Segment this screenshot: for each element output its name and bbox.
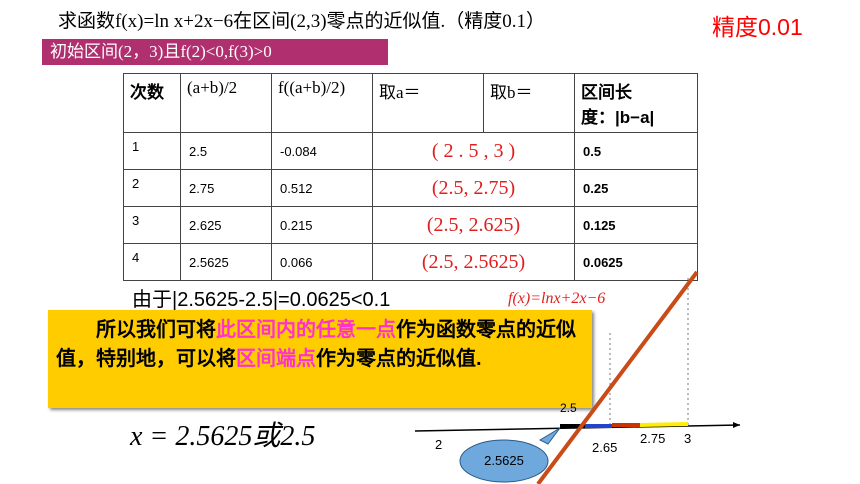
table-cell: 0.125 bbox=[574, 206, 698, 244]
table-cell: 0.215 bbox=[271, 206, 373, 244]
axis-label: 2.5 bbox=[560, 401, 577, 415]
axis-label: 2 bbox=[435, 437, 442, 452]
initial-interval: 初始区间(2，3)且f(2)<0,f(3)>0 bbox=[42, 39, 388, 65]
table-header: 取a＝ bbox=[372, 73, 484, 133]
table-row: 3 2.625 0.215 (2.5, 2.625) 0.125 bbox=[123, 206, 698, 244]
table-header: 次数 bbox=[123, 73, 181, 133]
interval-cell: ( 2 . 5 , 3 ) bbox=[372, 132, 575, 170]
title: 求函数f(x)=ln x+2x−6在区间(2,3)零点的近似值.（精度0.1） bbox=[58, 11, 546, 32]
table-cell: 2.5625 bbox=[180, 243, 272, 281]
bubble-label: 2.5625 bbox=[484, 453, 524, 468]
interval-cell: (2.5, 2.5625) bbox=[372, 243, 575, 281]
axis-label: 2.65 bbox=[592, 440, 617, 455]
table-cell: 2 bbox=[123, 169, 181, 207]
table-row: 2 2.75 0.512 (2.5, 2.75) 0.25 bbox=[123, 169, 698, 207]
callout-text: 作为零点的近似值. bbox=[316, 348, 482, 370]
interval-segment bbox=[639, 422, 689, 427]
bubble-pointer bbox=[538, 427, 561, 445]
table-header: 取b＝ bbox=[483, 73, 575, 133]
function-label: f(x)=lnx+2x−6 bbox=[508, 290, 605, 307]
axis-label: 3 bbox=[684, 431, 691, 446]
bubble bbox=[459, 439, 549, 483]
table-cell: 2.625 bbox=[180, 206, 272, 244]
callout: 所以我们可将此区间内的任意一点作为函数零点的近似值，特别地，可以将区间端点作为零… bbox=[48, 310, 592, 408]
table-cell: 0.5 bbox=[574, 132, 698, 170]
table-cell: 2.5 bbox=[180, 132, 272, 170]
callout-text: 所以我们可将 bbox=[96, 319, 216, 341]
table-header: f((a+b)/2) bbox=[271, 73, 373, 133]
table-row: 4 2.5625 0.066 (2.5, 2.5625) 0.0625 bbox=[123, 243, 698, 281]
callout-text: 作为函数零点的近似值，特别地，可以将 bbox=[56, 319, 576, 370]
precision-note: 精度0.01 bbox=[712, 14, 803, 40]
callout-text: 此区间内的任意一点 bbox=[216, 319, 396, 341]
callout-text: 区间端点 bbox=[236, 348, 316, 370]
table-cell: 0.0625 bbox=[574, 243, 698, 281]
axis-label: 2.75 bbox=[640, 431, 665, 446]
axis-arrow bbox=[733, 422, 740, 428]
iteration-table: 次数 (a+b)/2 f((a+b)/2) 取a＝ 取b＝ 区间长度：|b−a|… bbox=[123, 73, 698, 281]
interval-cell: (2.5, 2.75) bbox=[372, 169, 575, 207]
table-header: 区间长度：|b−a| bbox=[574, 73, 698, 133]
interval-cell: (2.5, 2.625) bbox=[372, 206, 575, 244]
table-header: (a+b)/2 bbox=[180, 73, 272, 133]
table-row: 1 2.5 -0.084( 2 . 5 , 3 ) 0.5 bbox=[123, 132, 698, 170]
function-curve bbox=[536, 270, 699, 484]
table-cell: 0.512 bbox=[271, 169, 373, 207]
table-cell: 4 bbox=[123, 243, 181, 281]
note: 由于|2.5625-2.5|=0.0625<0.1 bbox=[132, 289, 391, 311]
conclusion: x = 2.5625或2.5 bbox=[130, 421, 316, 452]
